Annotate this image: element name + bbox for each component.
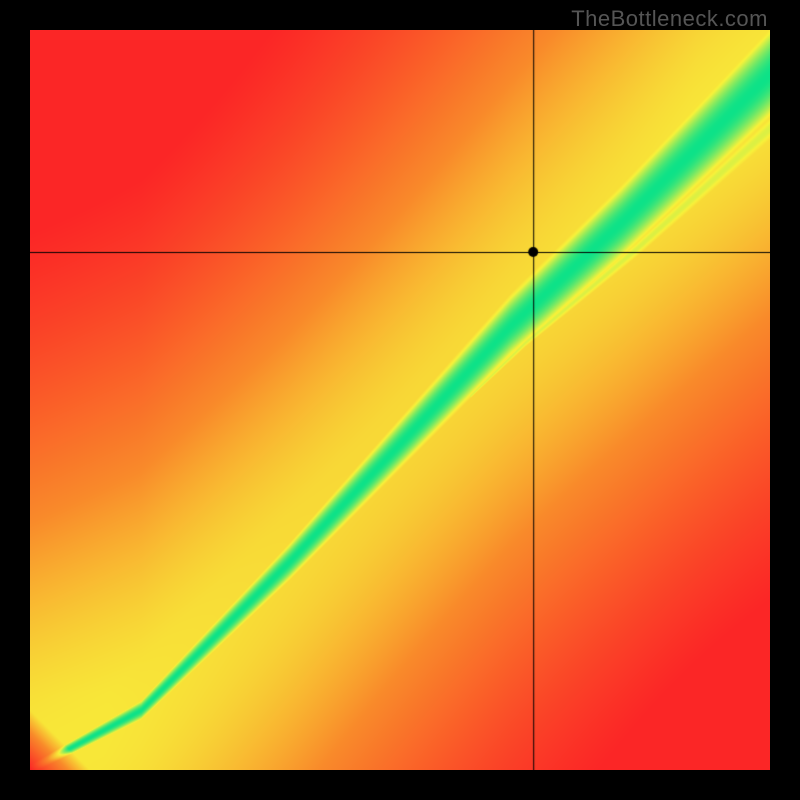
heatmap-plot [30, 30, 770, 770]
heatmap-canvas [30, 30, 770, 770]
watermark-text: TheBottleneck.com [571, 6, 768, 32]
